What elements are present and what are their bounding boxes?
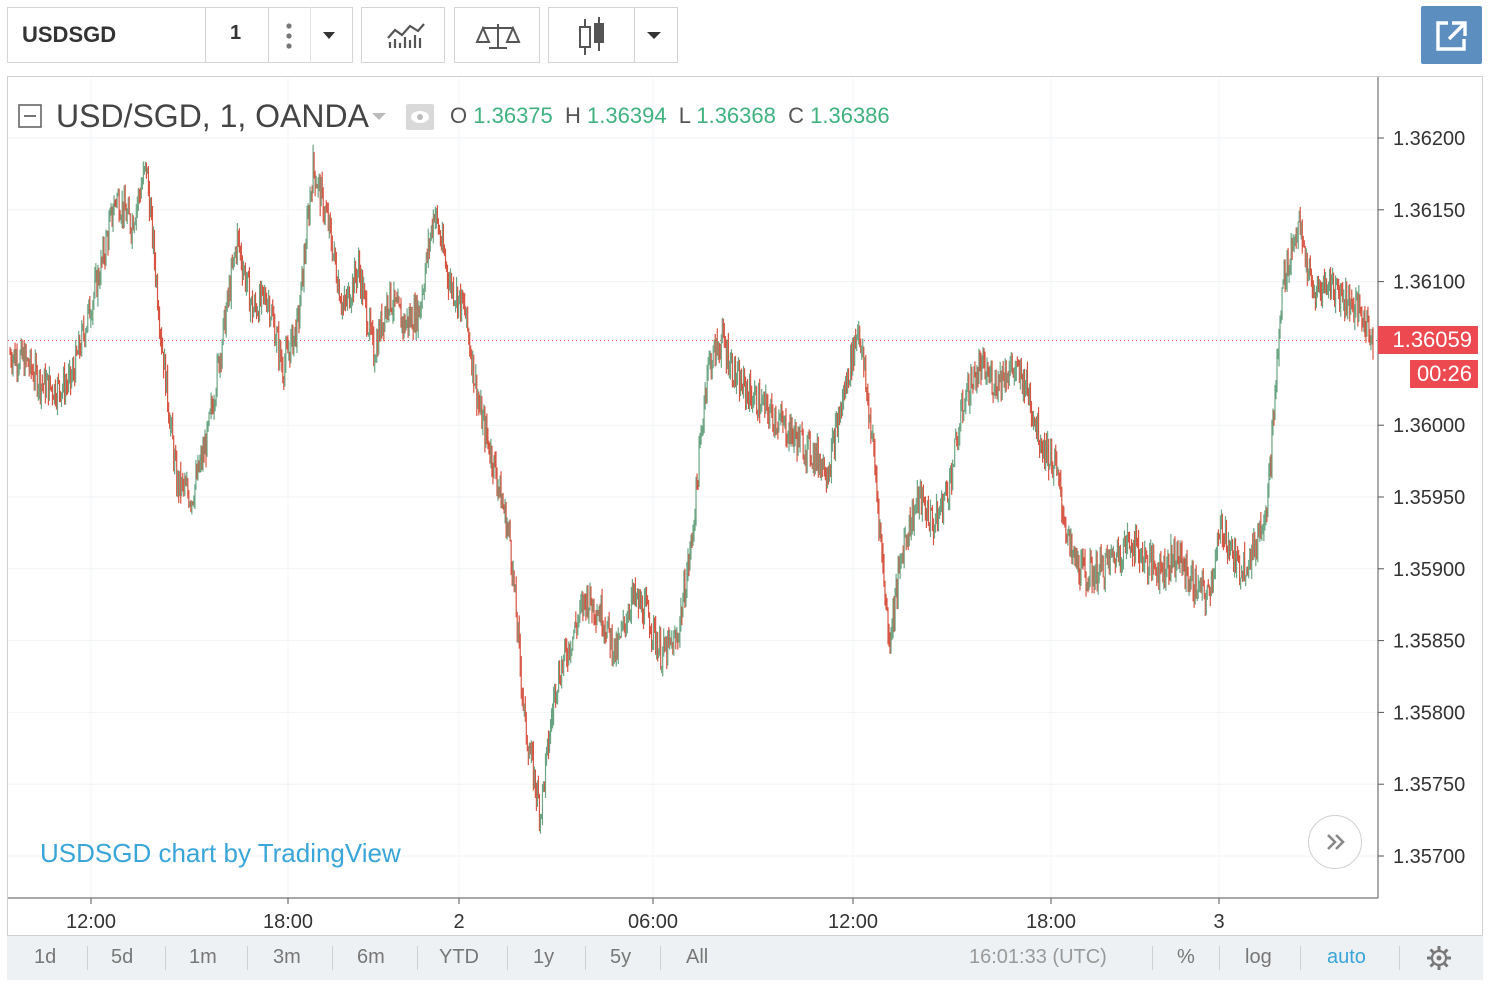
x-tick-label: 06:00 <box>628 911 678 933</box>
scroll-to-realtime-button[interactable] <box>1308 815 1362 869</box>
divider <box>1399 946 1400 970</box>
chevron-down-icon <box>647 32 661 39</box>
open-value: 1.36375 <box>473 103 553 128</box>
scales-icon <box>475 24 521 49</box>
auto-scale-toggle[interactable]: auto <box>1327 946 1366 968</box>
divider <box>660 946 661 970</box>
x-tick-label: 12:00 <box>66 911 116 933</box>
close-value: 1.36386 <box>810 103 890 128</box>
divider <box>165 946 166 970</box>
visibility-eye-icon[interactable] <box>406 104 436 130</box>
x-tick-label: 18:00 <box>1026 911 1076 933</box>
compare-button[interactable] <box>454 7 540 63</box>
symbol-interval-group <box>7 7 353 63</box>
range-1y-button[interactable]: 1y <box>533 946 555 968</box>
divider <box>634 7 635 63</box>
divider <box>87 946 88 970</box>
price-chart[interactable]: 1.36200 1.36150 1.36100 1.36000 1.35950 1.359… <box>0 0 1490 936</box>
divider <box>1152 946 1153 970</box>
utc-clock[interactable]: 16:01:33 (UTC) <box>969 946 1107 968</box>
low-value: 1.36368 <box>696 103 776 128</box>
interval-selector[interactable]: 1 <box>230 22 242 44</box>
high-value: 1.36394 <box>587 103 667 128</box>
y-tick-label: 1.36200 <box>1393 128 1465 150</box>
top-toolbar: USDSGD 1 <box>0 0 1490 76</box>
price-axis: 1.36200 1.36150 1.36100 1.36000 1.35950 1.359… <box>1378 128 1465 868</box>
range-3m-button[interactable]: 3m <box>273 946 301 968</box>
time-axis: 12:00 18:00 2 06:00 12:00 18:00 3 <box>66 898 1225 933</box>
range-all-button[interactable]: All <box>686 946 709 968</box>
chart-frame <box>7 76 1483 936</box>
y-tick-label: 1.35750 <box>1393 774 1465 796</box>
y-tick-label: 1.36000 <box>1393 415 1465 437</box>
candlestick-icon <box>579 17 604 55</box>
double-chevron-right-icon <box>1327 834 1345 850</box>
y-tick-label: 1.36150 <box>1393 200 1465 222</box>
ohlc-values: O 1.36375 H 1.36394 L 1.36368 C 1.36386 <box>450 103 890 129</box>
external-link-icon <box>1436 21 1467 51</box>
y-tick-label: 1.35850 <box>1393 631 1465 653</box>
caret-down-icon[interactable] <box>370 110 388 124</box>
divider <box>1300 946 1301 970</box>
divider <box>310 7 311 63</box>
divider <box>507 946 508 970</box>
y-tick-label: 1.35900 <box>1393 559 1465 581</box>
y-tick-label: 1.35700 <box>1393 846 1465 868</box>
divider <box>585 946 586 970</box>
y-tick-label: 1.36100 <box>1393 272 1465 294</box>
candle-series <box>8 144 1378 834</box>
tradingview-watermark-link[interactable]: USDSGD chart by TradingView <box>40 838 401 868</box>
x-tick-label: 12:00 <box>828 911 878 933</box>
collapse-legend-icon[interactable] <box>18 104 44 130</box>
chart-style-button[interactable] <box>549 7 634 63</box>
y-tick-label: 1.35950 <box>1393 487 1465 509</box>
indicators-button[interactable] <box>361 7 445 63</box>
range-5d-button[interactable]: 5d <box>111 946 134 968</box>
close-label: C <box>788 103 804 128</box>
grid-lines <box>8 78 1378 898</box>
divider <box>417 946 418 970</box>
chevron-down-icon <box>323 32 335 39</box>
chart-style-dropdown[interactable] <box>635 7 677 63</box>
open-label: O <box>450 103 468 128</box>
x-tick-label: 18:00 <box>263 911 313 933</box>
y-tick-label: 1.35800 <box>1393 702 1465 724</box>
divider <box>205 7 206 63</box>
divider <box>1219 946 1220 970</box>
x-tick-label: 2 <box>453 911 464 933</box>
kebab-menu-icon <box>286 23 292 49</box>
range-6m-button[interactable]: 6m <box>357 946 385 968</box>
indicators-icon <box>387 23 425 48</box>
bottom-toolbar: 1d 5d 1m 3m 6m YTD 1y 5y All 16:01:33 (U… <box>7 936 1483 980</box>
settings-button[interactable] <box>1425 944 1453 972</box>
gear-icon <box>1427 946 1451 970</box>
chart-title[interactable]: USD/SGD, 1, OANDA <box>56 98 369 134</box>
high-label: H <box>565 103 581 128</box>
more-options-button[interactable] <box>270 7 310 63</box>
divider <box>332 946 333 970</box>
popout-button[interactable] <box>1421 6 1482 64</box>
percent-scale-toggle[interactable]: % <box>1177 946 1195 968</box>
low-label: L <box>678 103 691 128</box>
interval-dropdown-button[interactable] <box>312 7 352 63</box>
log-scale-toggle[interactable]: log <box>1245 946 1272 968</box>
range-1m-button[interactable]: 1m <box>189 946 217 968</box>
x-tick-label: 3 <box>1213 911 1224 933</box>
divider <box>268 7 269 63</box>
last-price-label: 1.36059 <box>1378 326 1478 354</box>
range-5y-button[interactable]: 5y <box>610 946 632 968</box>
bar-countdown-label: 00:26 <box>1410 360 1478 388</box>
divider <box>247 946 248 970</box>
range-1d-button[interactable]: 1d <box>34 946 57 968</box>
range-ytd-button[interactable]: YTD <box>439 946 479 968</box>
symbol-search-input[interactable]: USDSGD <box>22 22 117 47</box>
